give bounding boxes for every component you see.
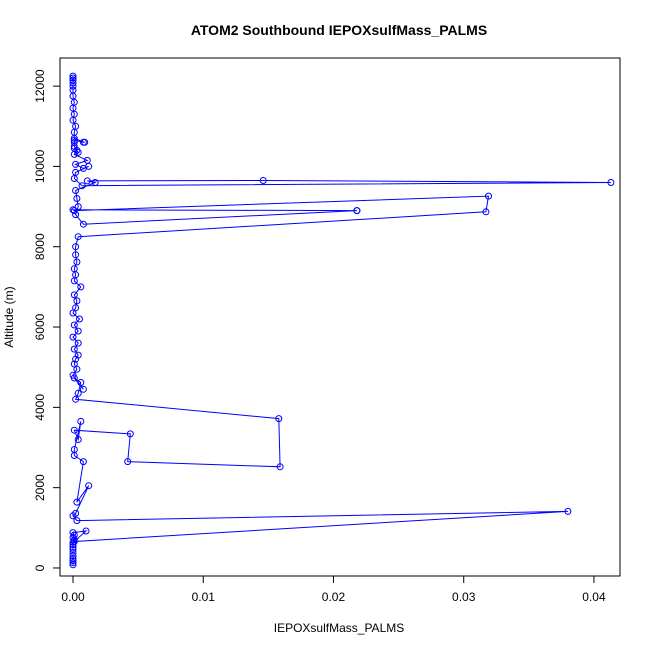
x-tick-label: 0.03 [452, 590, 476, 604]
data-point [70, 345, 78, 353]
data-point [83, 156, 91, 164]
data-point [70, 446, 78, 453]
data-point [70, 426, 78, 434]
data-point [79, 164, 87, 172]
x-tick-label: 0.00 [61, 590, 85, 604]
data-point [74, 233, 82, 241]
data-point [70, 538, 78, 545]
data-point [72, 160, 80, 168]
y-tick-label: 4000 [33, 394, 47, 421]
data-point [85, 482, 93, 490]
data-point [69, 333, 77, 341]
data-point [77, 417, 85, 425]
data-point [607, 179, 615, 186]
y-tick-label: 8000 [33, 233, 47, 260]
y-tick-label: 6000 [33, 313, 47, 340]
data-point [70, 207, 78, 215]
data-point [259, 177, 267, 184]
data-point [69, 559, 77, 567]
x-tick-label: 0.02 [322, 590, 346, 604]
data-point [73, 297, 81, 305]
data-point [69, 371, 77, 379]
y-tick-label: 10000 [33, 149, 47, 183]
data-point [69, 79, 77, 87]
plot-frame [59, 57, 621, 577]
data-point [83, 177, 91, 185]
series-line [71, 76, 611, 565]
data-point [72, 304, 80, 312]
data-point [73, 498, 81, 506]
data-point [74, 351, 82, 359]
data-point [77, 379, 85, 386]
data-point [70, 291, 78, 299]
y-axis: 0 2000 4000 6000 8000 10000 12000 [33, 69, 61, 571]
y-axis-label: Altitude (m) [2, 286, 16, 347]
y-tick-label: 0 [33, 564, 47, 571]
data-point [69, 557, 77, 565]
data-point [69, 86, 77, 94]
x-tick-label: 0.01 [192, 590, 216, 604]
data-point [76, 315, 83, 323]
data-point [74, 327, 82, 335]
data-point [70, 265, 78, 273]
data-point [72, 509, 80, 517]
data-point [72, 122, 80, 130]
data-point [74, 148, 82, 156]
data-point [74, 339, 82, 347]
data-point [82, 527, 90, 535]
data-point [72, 168, 80, 176]
data-point [69, 74, 77, 82]
data-point [79, 458, 87, 466]
data-point [91, 179, 99, 186]
data-point [70, 360, 78, 368]
data-point [81, 138, 89, 146]
data-point [275, 415, 283, 423]
data-point [72, 211, 80, 219]
data-point [78, 182, 86, 190]
plot-area [69, 72, 615, 569]
x-tick-label: 0.04 [582, 590, 606, 604]
data-point [70, 321, 78, 329]
data-point [72, 187, 80, 194]
chart-title: ATOM2 Southbound IEPOXsulfMass_PALMS [191, 22, 487, 38]
data-point [485, 192, 492, 200]
data-point [72, 395, 80, 403]
data-point [353, 207, 361, 215]
data-point [79, 220, 87, 228]
y-tick-label: 12000 [33, 69, 47, 103]
data-point [564, 507, 572, 515]
y-tick-label: 2000 [33, 474, 47, 501]
data-point [72, 243, 80, 251]
data-point [124, 458, 132, 466]
data-point [73, 195, 81, 202]
data-point [79, 385, 87, 393]
data-point [69, 541, 77, 549]
data-point [73, 258, 81, 266]
data-point [69, 529, 77, 537]
data-point [73, 517, 81, 525]
x-axis: 0.00 0.01 0.02 0.03 0.04 [61, 575, 606, 604]
data-point [70, 138, 78, 146]
data-point [72, 251, 80, 259]
data-point [74, 436, 82, 443]
data-point [69, 76, 77, 84]
data-point [482, 208, 490, 216]
data-point [276, 463, 284, 471]
x-axis-label: IEPOXsulfMass_PALMS [274, 621, 405, 635]
data-point [69, 546, 77, 553]
data-point [74, 203, 82, 211]
data-point [126, 430, 134, 438]
data-point [69, 72, 77, 80]
data-point [74, 389, 82, 397]
data-point [70, 136, 78, 144]
data-point [77, 283, 85, 291]
